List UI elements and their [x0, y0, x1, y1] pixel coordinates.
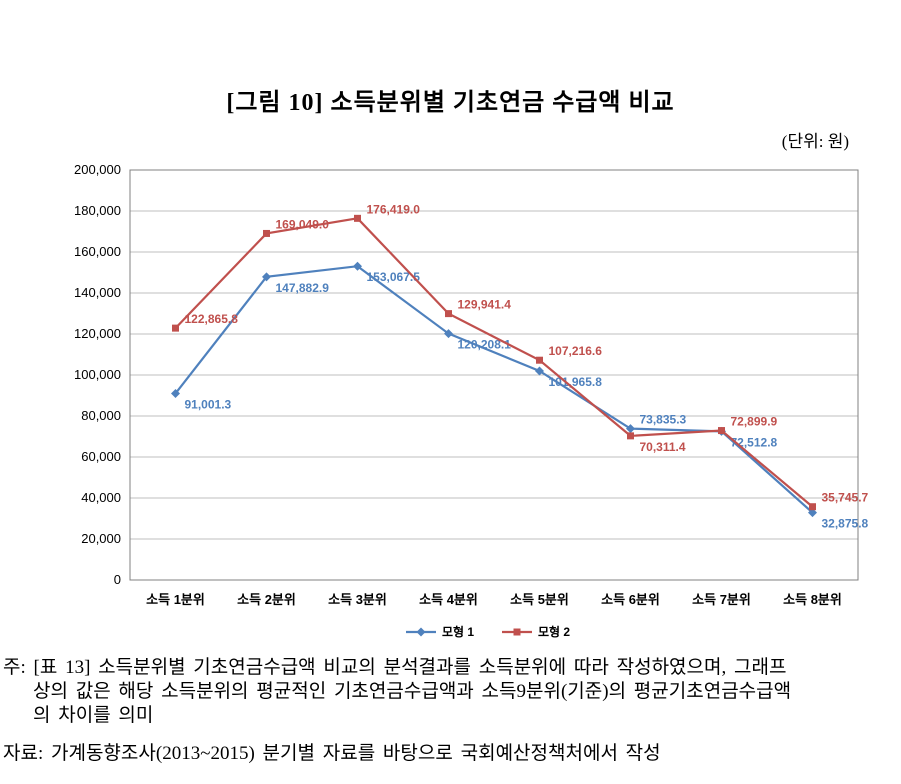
data-label: 120,208.1: [458, 338, 512, 352]
y-tick-label: 100,000: [74, 367, 121, 382]
data-label: 72,899.9: [731, 415, 778, 429]
square-marker: [263, 229, 270, 237]
diamond-marker: [171, 388, 180, 398]
data-label: 73,835.3: [640, 413, 687, 427]
data-label: 153,067.5: [367, 270, 421, 284]
x-tick-label: 소득 1분위: [146, 592, 205, 607]
legend-label: 모형 2: [538, 624, 570, 639]
x-tick-label: 소득 3분위: [328, 592, 387, 607]
x-tick-label: 소득 4분위: [419, 592, 478, 607]
data-label: 72,512.8: [731, 435, 778, 449]
note-line-2: 상의 값은 해당 소득분위의 평균적인 기초연금수급액과 소득9분위(기준)의 …: [33, 681, 792, 702]
data-label: 35,745.7: [822, 491, 869, 505]
note-line-1: 주: [표 13] 소득분위별 기초연금수급액 비교의 분석결과를 소득분위에 …: [3, 657, 787, 678]
x-tick-label: 소득 2분위: [237, 592, 296, 607]
data-label: 32,875.8: [822, 517, 869, 531]
diamond-marker: [353, 261, 362, 271]
x-tick-label: 소득 7분위: [692, 592, 751, 607]
y-tick-label: 20,000: [81, 531, 121, 546]
x-tick-label: 소득 5분위: [510, 592, 569, 607]
y-tick-label: 120,000: [74, 326, 121, 341]
y-tick-label: 160,000: [74, 244, 121, 259]
diamond-marker: [444, 329, 453, 339]
legend-diamond-marker: [416, 627, 426, 637]
data-label: 70,311.4: [640, 440, 686, 454]
line-chart: 0 20,000 40,000 60,000 80,000 100,000 120,000 1…: [74, 162, 869, 639]
data-label: 169,049.0: [276, 217, 330, 231]
data-label: 147,882.9: [276, 281, 330, 295]
y-tick-label: 140,000: [74, 285, 121, 300]
y-tick-label: 80,000: [81, 408, 121, 423]
square-marker: [172, 324, 179, 332]
data-label: 107,216.6: [549, 344, 603, 358]
square-marker: [354, 214, 361, 222]
square-marker: [809, 503, 816, 511]
plot-border: [129, 169, 859, 581]
figure-title: [그림 10] 소득분위별 기초연금 수급액 비교: [226, 90, 675, 116]
square-marker: [445, 310, 452, 318]
legend-square-marker: [513, 628, 521, 636]
unit-label: (단위: 원): [781, 132, 849, 151]
diamond-marker: [535, 366, 544, 376]
y-tick-label: 180,000: [74, 203, 121, 218]
diamond-marker: [808, 508, 817, 518]
diamond-marker: [626, 424, 635, 434]
data-label: 122,865.8: [185, 312, 239, 326]
square-marker: [536, 356, 543, 364]
data-label: 129,941.4: [458, 298, 512, 312]
legend-label: 모형 1: [442, 624, 474, 639]
x-tick-label: 소득 6분위: [601, 592, 660, 607]
y-tick-label: 40,000: [81, 490, 121, 505]
series-line-2: [174, 217, 814, 508]
note-line-3: 의 차이를 의미: [33, 705, 154, 726]
square-marker: [718, 427, 725, 435]
diamond-marker: [262, 272, 271, 282]
data-label: 91,001.3: [185, 397, 232, 411]
data-label: 176,419.0: [367, 202, 421, 216]
data-label: 101,965.8: [549, 375, 603, 389]
y-tick-label: 60,000: [81, 449, 121, 464]
source-line: 자료: 가계동향조사(2013~2015) 분기별 자료를 바탕으로 국회예산정…: [3, 743, 661, 764]
x-tick-label: 소득 8분위: [783, 592, 842, 607]
y-tick-label: 0: [114, 572, 121, 587]
square-marker: [627, 432, 634, 440]
footnotes: 주: [표 13] 소득분위별 기초연금수급액 비교의 분석결과를 소득분위에 …: [3, 656, 895, 766]
y-tick-label: 200,000: [74, 162, 121, 177]
